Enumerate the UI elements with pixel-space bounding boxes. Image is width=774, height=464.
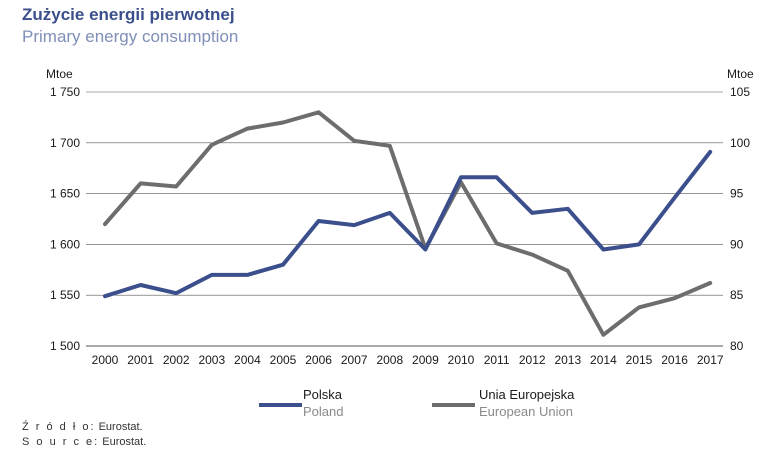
source-value-pl: Eurostat. xyxy=(95,421,143,433)
chart-title: Zużycie energii pierwotnej xyxy=(22,5,235,24)
left-tick-label: 1 600 xyxy=(50,237,80,251)
x-tick-label: 2005 xyxy=(270,353,297,367)
right-axis-unit: Mtoe xyxy=(727,67,754,81)
x-tick-label: 2010 xyxy=(448,353,475,367)
x-tick-label: 2002 xyxy=(163,353,190,367)
left-axis-unit: Mtoe xyxy=(46,67,73,81)
legend-label-eu: Unia Europejska xyxy=(479,387,575,402)
x-tick-label: 2009 xyxy=(412,353,439,367)
left-tick-label: 1 750 xyxy=(50,85,80,99)
right-tick-label: 80 xyxy=(730,339,744,353)
x-tick-label: 2016 xyxy=(661,353,688,367)
x-tick-label: 2006 xyxy=(305,353,332,367)
right-tick-label: 95 xyxy=(730,187,744,201)
x-axis-ticks: 2000 2001 2002 2003 2004 2005 2006 2007 2008 2009… xyxy=(92,353,724,367)
left-tick-label: 1 650 xyxy=(50,187,80,201)
left-tick-label: 1 550 xyxy=(50,288,80,302)
source-label-en: S o u r c e: xyxy=(22,436,100,448)
right-axis-ticks: 80 85 90 95 100 105 xyxy=(730,85,750,353)
x-tick-label: 2007 xyxy=(341,353,368,367)
x-tick-label: 2008 xyxy=(376,353,403,367)
chart-subtitle: Primary energy consumption xyxy=(22,27,239,46)
source-label-pl: Ź r ó d ł o: xyxy=(22,421,96,433)
x-tick-label: 2004 xyxy=(234,353,261,367)
x-tick-label: 2012 xyxy=(519,353,546,367)
x-tick-label: 2011 xyxy=(484,353,510,367)
grid-lines xyxy=(86,91,723,347)
left-tick-label: 1 500 xyxy=(50,339,80,353)
x-tick-label: 2013 xyxy=(554,353,581,367)
right-tick-label: 100 xyxy=(730,136,750,150)
x-tick-label: 2003 xyxy=(198,353,225,367)
series-lines xyxy=(103,110,713,337)
x-tick-label: 2000 xyxy=(92,353,119,367)
source-line-en: S o u r c e: Eurostat. xyxy=(22,436,146,448)
legend-label-poland: Polska xyxy=(303,387,343,402)
legend-label-eu-en: European Union xyxy=(479,404,573,419)
right-tick-label: 85 xyxy=(730,288,744,302)
legend-label-poland-en: Poland xyxy=(303,404,343,419)
right-tick-label: 105 xyxy=(730,85,750,99)
x-tick-label: 2014 xyxy=(590,353,617,367)
series-line-eu xyxy=(103,110,713,337)
right-tick-label: 90 xyxy=(730,237,744,251)
series-line-poland xyxy=(103,149,713,299)
legend: Polska Poland Unia Europejska European U… xyxy=(259,387,575,419)
left-tick-label: 1 700 xyxy=(50,136,80,150)
left-axis-ticks: 1 500 1 550 1 600 1 650 1 700 1 750 xyxy=(50,85,80,353)
source-line-pl: Ź r ó d ł o: Eurostat. xyxy=(22,421,143,433)
x-tick-label: 2017 xyxy=(697,353,724,367)
x-tick-label: 2001 xyxy=(127,353,154,367)
source-value-en: Eurostat. xyxy=(99,436,147,448)
x-tick-label: 2015 xyxy=(626,353,653,367)
